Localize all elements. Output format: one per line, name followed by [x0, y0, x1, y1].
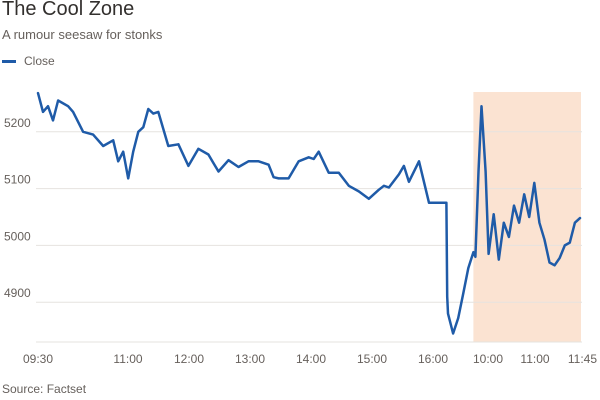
y-tick-label: 5100 — [4, 173, 31, 187]
legend-label-close: Close — [24, 54, 55, 68]
chart-source: Source: Factset — [2, 382, 87, 396]
y-tick-label: 5000 — [4, 229, 31, 243]
x-tick-label: 14:00 — [296, 352, 326, 366]
x-tick-label: 15:00 — [357, 352, 387, 366]
x-tick-label: 13:00 — [235, 352, 265, 366]
chart-title: The Cool Zone — [2, 0, 135, 20]
x-axis-labels: 09:30 11:00 12:00 13:00 14:00 15:00 16:00 10:00… — [23, 352, 597, 366]
x-tick-label: 10:00 — [473, 352, 503, 366]
chart-legend: Close — [2, 54, 55, 68]
chart-subtitle: A rumour seesaw for stonks — [2, 27, 163, 42]
highlight-band — [473, 92, 581, 342]
x-tick-label: 09:30 — [23, 352, 53, 366]
x-tick-label: 11:00 — [520, 352, 549, 366]
x-tick-label: 11:00 — [113, 352, 142, 366]
y-tick-label: 5200 — [4, 116, 31, 130]
legend-swatch-close — [2, 59, 16, 63]
x-tick-label: 12:00 — [174, 352, 204, 366]
x-tick-label: 11:45 — [568, 352, 597, 366]
y-axis-labels: 4900 5000 5100 5200 — [4, 116, 31, 300]
close-series-line — [36, 91, 582, 335]
x-tick-label: 16:00 — [418, 352, 448, 366]
y-tick-label: 4900 — [4, 286, 31, 300]
chart-grid — [36, 131, 582, 343]
